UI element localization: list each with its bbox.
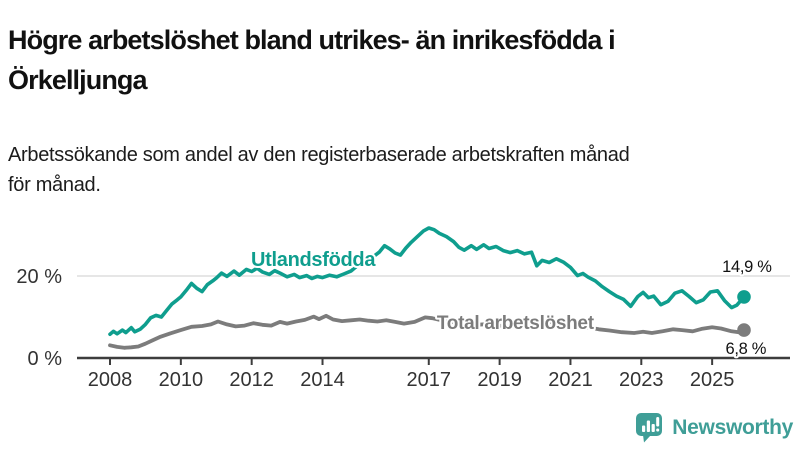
y-axis-tick-label: 20 % [16,266,62,288]
x-axis-tick-label: 2025 [690,369,735,391]
series-end-dot [737,323,751,337]
chart-text-annotation: Utlandsfödda [251,249,376,271]
chart-series [108,226,751,350]
newsworthy-brand-text: Newsworthy [672,415,793,439]
x-axis-tick-label: 2019 [477,369,522,391]
x-axis-tick-label: 2017 [407,369,452,391]
x-axis-tick-label: 2023 [619,369,664,391]
x-axis-tick-label: 2010 [159,369,204,391]
x-axis-tick-label: 2021 [548,369,593,391]
page-title-line-2: Örkelljunga [8,65,148,96]
x-axis-tick-label: 2012 [229,369,274,391]
chart-subtitle-line-1: Arbetssökande som andel av den registerb… [8,144,630,166]
line-chart: 0 % 20 % 2008 2010 2012 2014 2017 2019 2021 2023 2… [16,226,790,391]
chart-subtitle-line-2: för månad. [8,174,101,196]
page-title-line-1: Högre arbetslöshet bland utrikes- än inr… [8,25,616,56]
series-line [108,226,746,336]
series-end-dot [737,290,751,304]
y-axis-tick-label: 0 % [28,348,63,370]
page-title: Högre arbetslöshet bland utrikes- än inr… [8,20,786,100]
newsworthy-logo[interactable]: Newsworthy [634,411,793,444]
x-axis-tick-label: 2008 [88,369,133,391]
series-line [108,313,746,350]
bar-chart-speech-bubble-icon [636,413,663,443]
x-axis-tick-label: 2014 [300,369,345,391]
chart-subtitle: Arbetssökande som andel av den registerb… [8,140,790,200]
chart-annotations: Utlandsfödda Total arbetslöshet 14,9 % 6,8 … [249,247,775,360]
chart-text-annotation: Total arbetslöshet [437,313,595,334]
chart-text-annotation: 14,9 % [722,258,772,276]
chart-text-annotation: 6,8 % [725,340,766,358]
chart-axes: 0 % 20 % 2008 2010 2012 2014 2017 2019 2021 2023 2… [16,266,790,391]
